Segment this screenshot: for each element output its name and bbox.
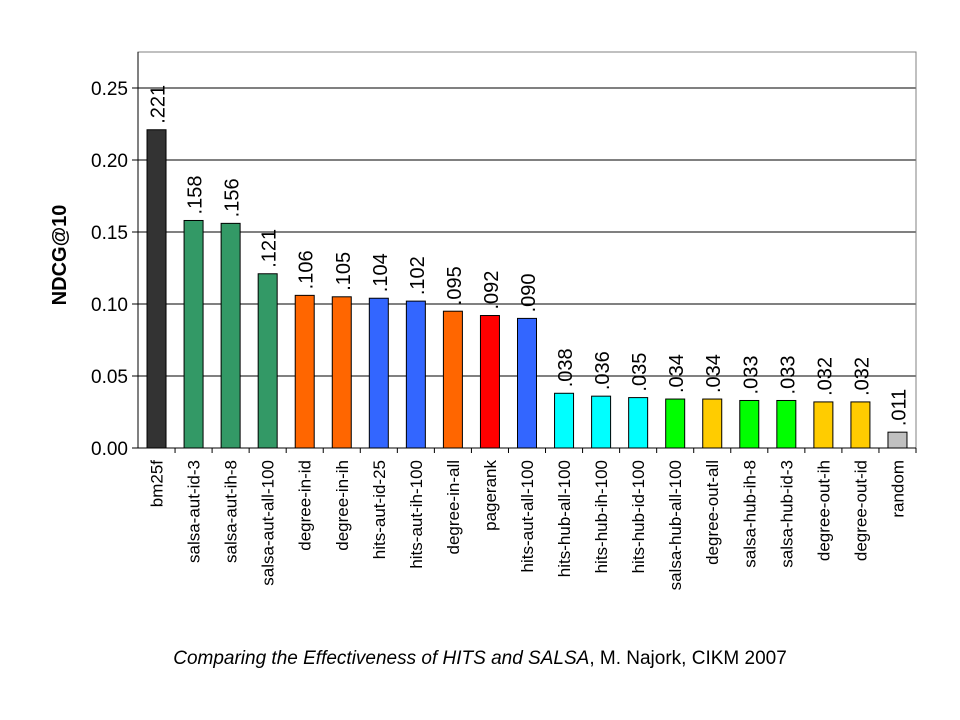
category-label: salsa-hub-all-100 [666,460,685,590]
category-label: hits-hub-ih-100 [592,460,611,573]
bar [850,401,871,449]
data-label: .121 [259,229,281,268]
bar [887,431,908,449]
data-label: .090 [518,273,540,312]
y-tick-label: 0.05 [91,367,128,388]
data-label: .034 [666,354,688,393]
data-label: .092 [481,271,503,310]
category-label: degree-in-ih [333,460,352,551]
bar [183,219,204,449]
data-label: .102 [407,256,429,295]
category-label: salsa-aut-ih-8 [222,460,241,563]
y-axis-title: NDCG@10 [49,205,71,306]
bar-chart: 0.00 0.05 0.10 0.15 0.20 0.25 bm25f salsa-aut-… [49,51,917,591]
data-label: .095 [444,266,466,305]
data-label: .158 [185,176,207,215]
category-label: hits-hub-all-100 [555,460,574,577]
y-tick-label: 0.20 [91,151,128,172]
bar [591,395,612,449]
bar [368,297,389,449]
y-tick-label: 0.00 [91,439,128,460]
category-label: degree-out-all [703,460,722,565]
category-label: salsa-aut-id-3 [185,460,204,563]
y-tick-labels: 0.00 0.05 0.10 0.15 0.20 0.25 [91,79,128,460]
bar [517,317,537,449]
category-label: degree-out-ih [814,460,833,561]
data-label: .221 [148,85,170,124]
caption-rest: , M. Najork, CIKM 2007 [589,648,787,669]
category-label: degree-in-id [296,460,315,551]
category-label: degree-out-id [851,460,870,561]
bar [702,398,723,449]
data-labels: .221 .158 .156 .121 .106 .105 .104 .102 .095 .092… [148,85,911,426]
bar [257,273,278,449]
data-label: .106 [296,250,318,289]
category-label: pagerank [481,460,500,531]
data-label: .032 [814,357,836,396]
category-label: hits-aut-ih-100 [407,460,426,569]
category-label: salsa-hub-id-3 [777,460,796,568]
bar [220,222,241,449]
bar [294,294,315,449]
data-label: .033 [740,356,762,395]
category-label: salsa-hub-ih-8 [740,460,759,568]
bar [628,397,649,449]
category-label: hits-hub-id-100 [629,460,648,573]
x-category-labels: bm25f salsa-aut-id-3 salsa-aut-ih-8 salsa-a… [148,460,908,591]
data-label: .156 [222,178,244,217]
y-tick-label: 0.10 [91,295,128,316]
data-label: .038 [555,348,577,387]
bar [739,399,760,449]
bar [331,296,352,449]
axes [132,51,917,453]
category-label: salsa-aut-all-100 [259,460,278,586]
data-label: .104 [370,253,392,292]
category-label: degree-in-all [444,460,463,555]
data-label: .035 [629,353,651,392]
data-label: .034 [703,354,725,393]
bar [146,129,167,449]
data-label: .032 [851,357,873,396]
bar [665,398,686,449]
data-label: .033 [777,356,799,395]
bar [776,399,797,449]
caption-title: Comparing the Effectiveness of HITS and … [173,648,590,669]
category-label: random [888,460,907,518]
data-label: .105 [333,252,355,291]
category-label: hits-aut-all-100 [518,460,537,572]
category-label: hits-aut-id-25 [370,460,389,559]
y-tick-label: 0.25 [91,79,128,100]
y-tick-label: 0.15 [91,223,128,244]
bar [479,315,500,449]
bar [554,392,575,449]
bar [405,300,426,449]
bar [442,310,463,449]
category-label: bm25f [148,460,167,508]
data-label: .036 [592,351,614,390]
bar [813,401,834,449]
data-label: .011 [888,389,910,426]
figure-caption: Comparing the Effectiveness of HITS and … [0,648,960,670]
